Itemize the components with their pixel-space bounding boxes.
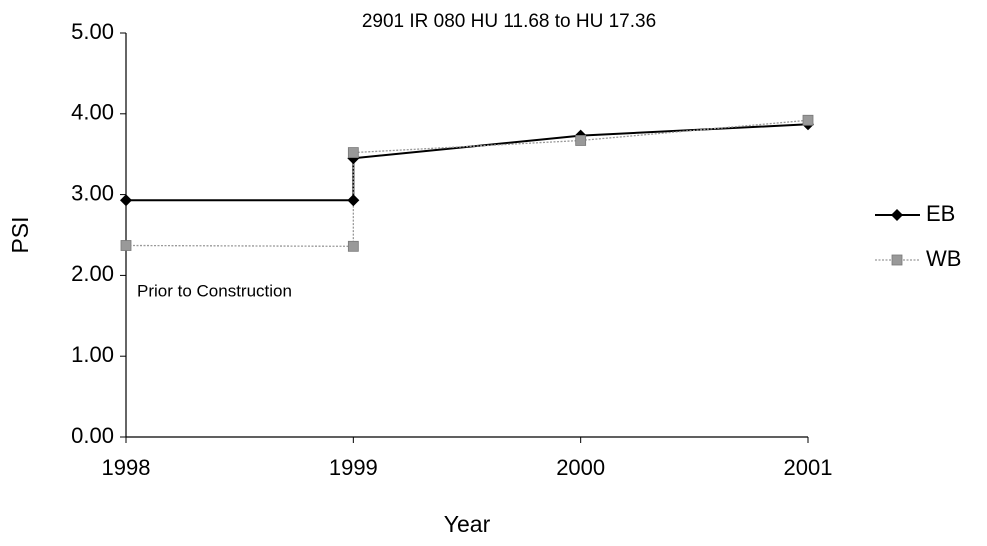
- x-tick-label: 2000: [556, 455, 605, 480]
- marker: [575, 135, 587, 146]
- legend-marker: [891, 209, 903, 221]
- marker: [347, 147, 359, 158]
- series-line: [125, 119, 809, 247]
- y-tick-label: 2.00: [71, 261, 114, 286]
- chart-title: 2901 IR 080 HU 11.68 to HU 17.36: [362, 11, 656, 32]
- marker: [120, 240, 132, 251]
- x-axis-label: Year: [444, 511, 491, 537]
- annotation: Prior to Construction: [137, 281, 292, 300]
- legend-label: WB: [926, 246, 961, 271]
- marker: [120, 194, 132, 207]
- y-tick-label: 4.00: [71, 100, 114, 125]
- marker: [347, 240, 359, 252]
- y-tick-label: 3.00: [71, 180, 114, 205]
- legend-label: EB: [926, 201, 955, 226]
- y-tick-label: 5.00: [71, 19, 114, 44]
- marker: [347, 194, 360, 207]
- marker: [802, 114, 814, 126]
- y-axis-label: PSI: [7, 216, 33, 253]
- series-line: [126, 123, 809, 202]
- y-tick-label: 0.00: [71, 423, 114, 448]
- legend-marker: [891, 254, 903, 266]
- x-tick-label: 1999: [329, 455, 378, 480]
- x-tick-label: 1998: [102, 455, 151, 480]
- x-tick-label: 2001: [784, 455, 833, 480]
- y-tick-label: 1.00: [71, 342, 114, 367]
